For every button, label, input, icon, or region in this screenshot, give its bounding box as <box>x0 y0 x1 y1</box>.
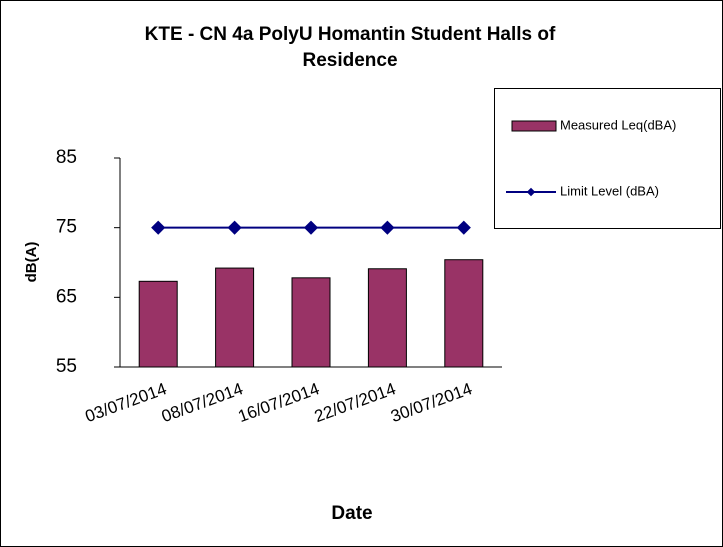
marker <box>227 220 242 235</box>
marker <box>380 220 395 235</box>
legend-label: Limit Level (dBA) <box>560 183 659 198</box>
y-axis-label: dB(A) <box>23 242 40 283</box>
legend-box <box>494 88 721 229</box>
bar <box>444 259 484 368</box>
marker <box>151 220 166 235</box>
bar <box>367 268 407 368</box>
bar <box>215 267 255 368</box>
marker <box>456 220 471 235</box>
legend-swatch <box>511 120 557 132</box>
x-axis-label: Date <box>331 503 372 524</box>
chart-title: Residence <box>302 50 397 71</box>
bar <box>291 277 331 368</box>
y-tick-label: 85 <box>56 147 77 168</box>
y-tick-label: 55 <box>56 356 77 377</box>
y-tick-label: 65 <box>56 286 77 307</box>
legend-label: Measured Leq(dBA) <box>560 117 676 132</box>
marker <box>303 220 319 235</box>
chart-title: KTE - CN 4a PolyU Homantin Student Halls… <box>145 24 556 45</box>
y-tick-label: 75 <box>56 217 77 238</box>
bar <box>138 280 178 368</box>
